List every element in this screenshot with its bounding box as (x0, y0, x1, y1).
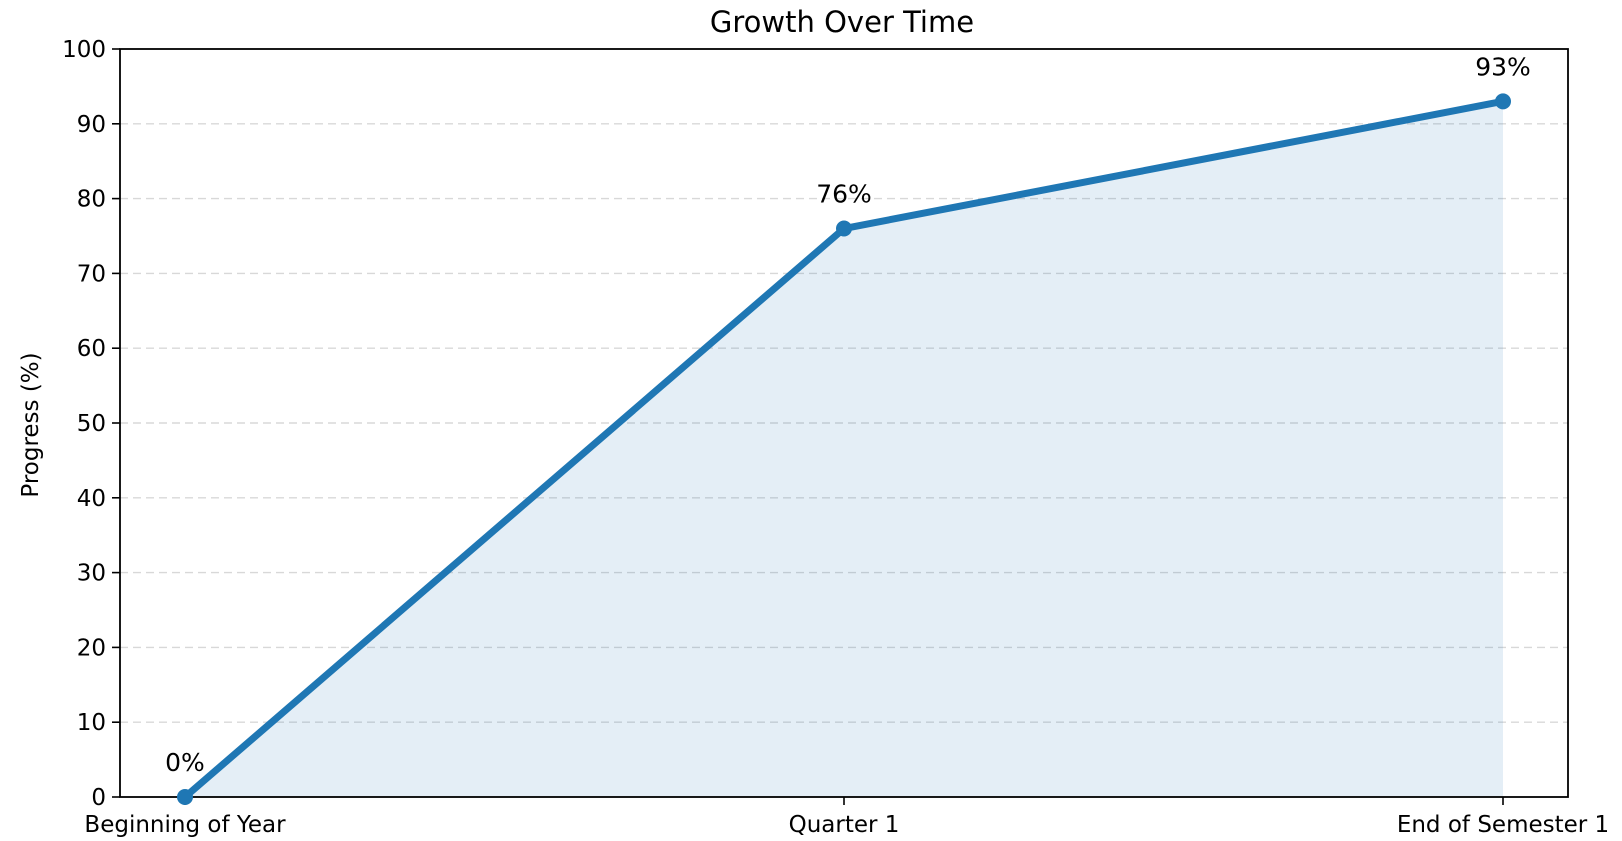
data-labels: 0% 76% 93% (165, 52, 1531, 777)
data-points (177, 93, 1511, 805)
y-tick-label: 60 (77, 336, 106, 362)
chart-title: Growth Over Time (710, 5, 974, 39)
y-axis-ticks: 0 10 20 30 40 50 60 70 80 90 100 (62, 37, 120, 811)
y-tick-label: 70 (77, 261, 106, 287)
x-tick-label: Beginning of Year (84, 812, 286, 838)
data-label: 0% (165, 748, 205, 777)
area-fill-group (185, 101, 1503, 798)
data-point (836, 220, 852, 237)
y-tick-label: 100 (62, 37, 106, 63)
x-tick-label: End of Semester 1 (1397, 812, 1609, 838)
y-tick-label: 40 (77, 486, 106, 512)
data-label: 93% (1475, 52, 1531, 81)
y-tick-label: 50 (77, 411, 106, 437)
data-label: 76% (816, 180, 872, 209)
y-tick-label: 30 (77, 561, 106, 587)
x-axis-ticks: Beginning of Year Quarter 1 End of Semeste… (84, 797, 1609, 838)
data-point (177, 789, 193, 805)
y-tick-label: 20 (77, 635, 106, 661)
y-tick-label: 10 (77, 710, 106, 736)
y-tick-label: 80 (77, 187, 106, 213)
area-fill (185, 101, 1503, 798)
x-tick-label: Quarter 1 (789, 812, 900, 838)
y-tick-label: 90 (77, 112, 106, 138)
y-axis-label: Progress (%) (18, 352, 44, 497)
data-point (1495, 93, 1511, 110)
y-tick-label: 0 (91, 785, 106, 811)
